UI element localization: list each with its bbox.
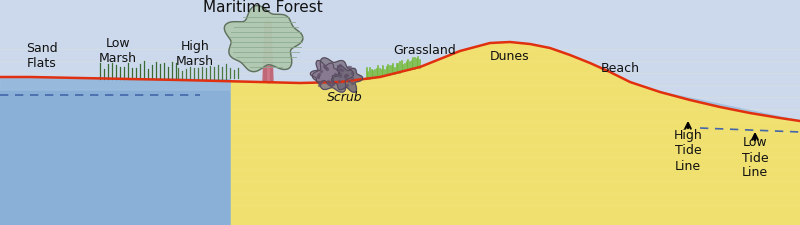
Text: High
Tide
Line: High Tide Line [674, 129, 702, 172]
Text: Low
Marsh: Low Marsh [99, 37, 137, 65]
Polygon shape [660, 93, 800, 225]
Polygon shape [0, 78, 230, 91]
Text: Sand
Flats: Sand Flats [26, 42, 58, 70]
Polygon shape [0, 43, 800, 225]
Text: Low
Tide
Line: Low Tide Line [742, 136, 768, 179]
Text: Beach: Beach [601, 61, 639, 74]
Polygon shape [0, 93, 800, 225]
Polygon shape [331, 66, 362, 93]
Polygon shape [263, 23, 273, 83]
Polygon shape [312, 58, 354, 93]
Text: Scrub: Scrub [327, 91, 363, 104]
Polygon shape [0, 78, 230, 225]
Polygon shape [224, 7, 303, 72]
Polygon shape [310, 61, 340, 86]
Text: Maritime Forest: Maritime Forest [203, 0, 323, 16]
Text: Grassland: Grassland [394, 44, 456, 57]
Text: Dunes: Dunes [490, 49, 530, 62]
Polygon shape [660, 93, 800, 130]
Text: High
Marsh: High Marsh [176, 40, 214, 68]
